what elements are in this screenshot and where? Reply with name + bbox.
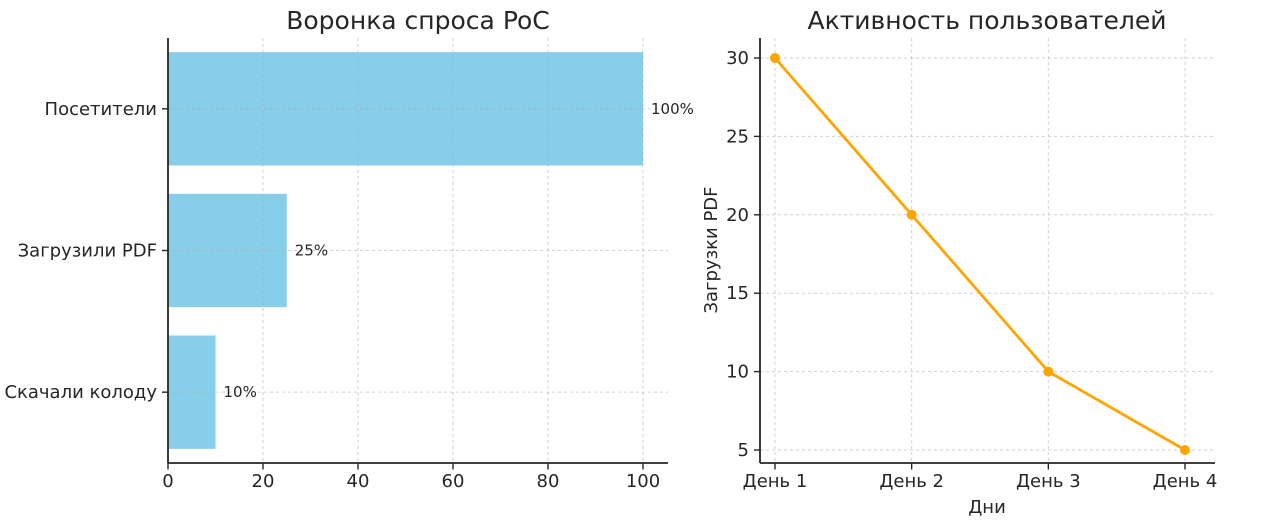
y-axis-label: Загрузки PDF: [701, 186, 722, 313]
y-tick-label: Загрузили PDF: [18, 241, 157, 262]
line-series: [770, 53, 1190, 455]
y-tick-label: 25: [726, 126, 749, 147]
bar-value-label: 100%: [651, 100, 694, 118]
x-tick-label: 0: [162, 471, 173, 492]
data-line: [773, 56, 1187, 452]
x-tick-label: 80: [537, 471, 560, 492]
gridlines: [168, 38, 668, 463]
x-tick-label: День 1: [743, 471, 808, 492]
data-point-0: [770, 53, 780, 63]
y-tick-label: Посетители: [45, 99, 157, 120]
data-point-3: [1180, 445, 1190, 455]
data-point-1: [906, 209, 917, 220]
bar-value-labels: 100% 25% 10%: [224, 100, 694, 401]
activity-line-chart: 5 10 15 20 25 30 День 1 День 2 День 3 День 4 Акти…: [701, 6, 1217, 518]
bar-value-label: 25%: [295, 242, 328, 260]
bar-1: [168, 193, 287, 308]
funnel-bar-chart: Посетители Загрузили PDF Скачали колоду 0 20…: [4, 6, 694, 492]
x-tick-label: 100: [626, 471, 660, 492]
y-tick-label: 5: [738, 440, 749, 461]
y-tick-label: 20: [726, 205, 749, 226]
y-tick-label: 10: [726, 362, 749, 383]
x-tick-label: 20: [252, 471, 275, 492]
x-tick-label: 60: [442, 471, 465, 492]
axes: 5 10 15 20 25 30 День 1 День 2 День 3 День 4: [726, 38, 1217, 492]
x-tick-label: День 3: [1016, 471, 1081, 492]
x-tick-label: День 2: [879, 471, 944, 492]
axes: Посетители Загрузили PDF Скачали колоду 0 20…: [4, 38, 668, 492]
x-tick-label: 40: [347, 471, 370, 492]
x-tick-label: День 4: [1153, 471, 1218, 492]
bar-value-label: 10%: [224, 383, 257, 401]
gridlines: [760, 38, 1215, 463]
chart-title: Воронка спроса PoC: [286, 6, 550, 35]
x-axis-label: Дни: [968, 497, 1006, 518]
chart-title: Активность пользователей: [808, 6, 1167, 35]
y-tick-label: 15: [726, 283, 749, 304]
y-tick-label: 30: [726, 48, 749, 69]
data-point-2: [1043, 366, 1054, 377]
y-tick-label: Скачали колоду: [4, 382, 157, 403]
